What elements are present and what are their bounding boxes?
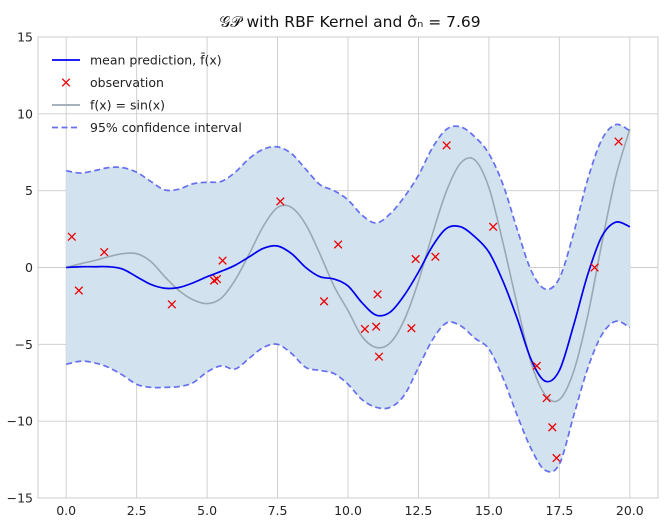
series-ci-upper-line	[66, 123, 631, 291]
chart-title: 𝒢𝒫 with RBF Kernel and σ̂ₙ = 7.69	[219, 13, 480, 31]
y-tick-label: −10	[7, 414, 33, 429]
y-tick-label: 10	[17, 106, 33, 121]
observation-point	[590, 263, 599, 272]
legend-label: 95% confidence interval	[90, 120, 242, 135]
observation-point	[373, 290, 382, 299]
tick-labels: 0.0 2.5 5.0 7.5 10.0 12.5 15.0 17.5 20.0 −15 −10 −5…	[7, 30, 644, 519]
x-tick-label: 17.5	[545, 503, 573, 518]
y-tick-label: 0	[25, 260, 33, 275]
x-tick-label: 10.0	[334, 503, 362, 518]
observation-point	[212, 274, 222, 284]
legend-item: observation	[61, 75, 164, 90]
series-lines	[65, 123, 631, 473]
y-tick-label: 5	[25, 183, 33, 198]
observation-point	[67, 232, 77, 242]
observation-point	[442, 141, 451, 150]
observation-point	[532, 361, 542, 371]
observation-point	[319, 297, 329, 306]
legend-item: f(x) = sin(x)	[52, 98, 165, 113]
x-tick-label: 0.0	[56, 503, 76, 518]
observation-point	[431, 252, 440, 262]
x-tick-label: 7.5	[268, 503, 288, 518]
legend-label: f(x) = sin(x)	[90, 98, 165, 113]
y-tick-label: −5	[15, 337, 33, 352]
plot-frame	[37, 36, 659, 499]
plot-border	[37, 36, 659, 499]
series-ci-lower-line	[65, 320, 631, 473]
legend: mean prediction, f̄(x) observation f(x) = …	[52, 53, 242, 135]
y-tick-label: −15	[7, 491, 33, 506]
confidence-band-fill	[66, 124, 630, 472]
x-tick-label: 20.0	[616, 503, 644, 518]
observation-point	[99, 247, 109, 257]
confidence-band	[66, 124, 630, 472]
y-tick-label: 15	[17, 30, 33, 45]
observation-point	[371, 322, 381, 331]
observation-point	[333, 240, 343, 249]
legend-item: 95% confidence interval	[52, 120, 242, 135]
observation-point	[614, 137, 623, 146]
observation-point	[407, 323, 416, 333]
observation-point	[411, 254, 420, 264]
observation-point	[552, 453, 561, 463]
x-tick-label: 5.0	[197, 503, 217, 518]
observation-point	[218, 256, 227, 265]
legend-label: observation	[90, 75, 164, 90]
observation-point	[542, 393, 551, 403]
legend-label: mean prediction, f̄(x)	[90, 53, 222, 68]
observation-point	[374, 352, 384, 361]
x-tick-label: 12.5	[405, 503, 433, 518]
x-tick-label: 2.5	[127, 503, 147, 518]
legend-swatch	[61, 78, 71, 87]
observation-markers	[67, 137, 623, 463]
observation-point	[74, 286, 84, 295]
series-mean-line	[66, 221, 631, 383]
observation-point	[276, 197, 285, 206]
observation-point	[167, 300, 177, 309]
series-sin-line	[65, 128, 631, 403]
observation-point	[548, 423, 557, 432]
observation-point	[488, 222, 498, 232]
x-tick-label: 15.0	[475, 503, 503, 518]
observation-point	[360, 324, 370, 334]
legend-item: mean prediction, f̄(x)	[52, 53, 222, 68]
